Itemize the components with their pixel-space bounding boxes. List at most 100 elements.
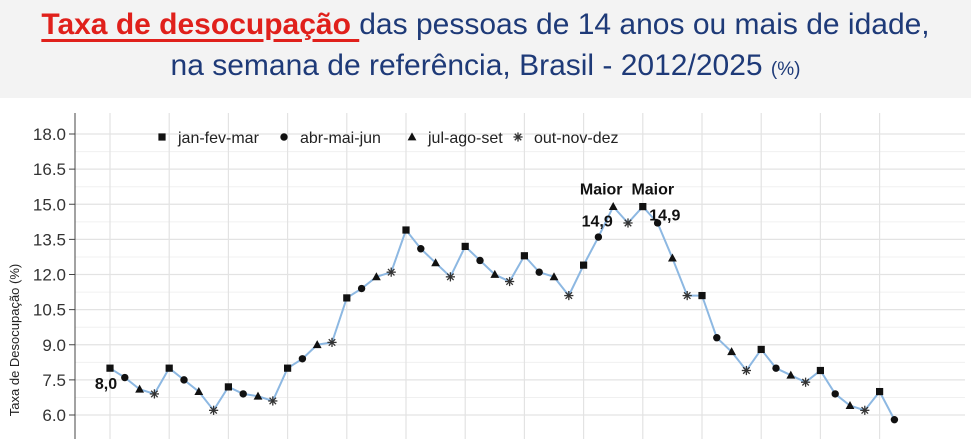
data-point-circle — [239, 390, 247, 398]
y-tick-label: 18.0 — [33, 125, 66, 144]
legend-label: jan-fev-mar — [177, 130, 260, 147]
data-point-triangle — [727, 347, 736, 356]
data-point-asterisk — [149, 389, 159, 399]
asterisk-stroke — [801, 378, 810, 386]
asterisk-stroke — [209, 406, 218, 415]
data-point-circle — [653, 219, 662, 227]
data-point-circle — [890, 415, 899, 424]
data-point-square — [224, 383, 232, 391]
annotation-max-label: Maior — [580, 182, 623, 199]
data-point-triangle — [312, 340, 322, 349]
annotation-max-value: 14,9 — [649, 208, 680, 225]
data-point-triangle — [668, 253, 677, 262]
asterisk-stroke — [387, 268, 395, 276]
data-point-circle — [121, 373, 129, 382]
data-point-square — [343, 294, 351, 302]
data-point-triangle — [786, 370, 796, 379]
annotation-max-label: Maior — [631, 182, 674, 199]
data-point-square — [876, 387, 884, 396]
data-point-circle — [772, 364, 780, 372]
asterisk-stroke — [624, 219, 632, 227]
data-point-circle — [594, 233, 603, 241]
y-tick-label: 9.0 — [42, 336, 66, 355]
y-tick-label: 12.0 — [33, 266, 66, 285]
data-point-asterisk — [445, 272, 455, 282]
data-point-triangle — [135, 384, 144, 393]
y-tick-label: 6.0 — [42, 406, 66, 425]
legend-label: abr-mai-jun — [300, 130, 381, 147]
data-point-square — [284, 364, 292, 372]
data-point-triangle — [549, 272, 559, 281]
data-point-square — [165, 364, 173, 372]
data-point-triangle — [431, 258, 440, 267]
chart-title-line-2: na semana de referência, Brasil - 2012/2… — [0, 51, 971, 81]
chart-title-line-1: Taxa de desocupação das pessoas de 14 an… — [0, 10, 971, 40]
data-point-square — [580, 261, 588, 269]
data-point-triangle — [608, 201, 618, 210]
data-point-circle — [298, 355, 307, 363]
title-highlight: Taxa de desocupação — [41, 8, 360, 41]
data-point-asterisk — [268, 396, 278, 406]
data-point-asterisk — [327, 337, 337, 348]
data-point-triangle — [194, 386, 204, 395]
data-point-triangle — [253, 391, 263, 400]
legend: jan-fev-mar abr-mai-jun jul-ago-set out-nov… — [158, 130, 619, 147]
data-point-asterisk — [564, 290, 574, 301]
chart-area: 6.0 7.5 9.0 10.5 12.0 13.5 15.0 16.5 18.0 Taxa de… — [0, 98, 971, 439]
y-tick-label: 13.5 — [33, 230, 66, 249]
data-point-square — [757, 345, 765, 354]
data-point-square — [816, 366, 824, 375]
data-point-circle — [357, 284, 366, 293]
asterisk-stroke — [565, 291, 573, 300]
data-point-circle — [180, 376, 188, 384]
y-tick-label: 10.5 — [33, 301, 66, 320]
y-tick-label: 15.0 — [33, 195, 66, 214]
data-point-asterisk — [741, 365, 751, 376]
asterisk-stroke — [683, 291, 691, 300]
annotation-max-value: 14,9 — [582, 214, 613, 231]
data-point-asterisk — [386, 267, 396, 277]
data-point-square — [461, 242, 469, 250]
data-point-asterisk — [860, 405, 870, 415]
data-point-square — [402, 226, 410, 234]
data-point-circle — [535, 268, 543, 276]
grid-lines — [75, 113, 965, 439]
legend-marker-square — [158, 133, 166, 141]
legend-marker-triangle — [407, 132, 417, 141]
data-point-square — [106, 364, 114, 372]
data-point-triangle — [490, 269, 500, 278]
data-point-asterisk — [801, 377, 811, 387]
y-axis: 6.0 7.5 9.0 10.5 12.0 13.5 15.0 16.5 18.0 Taxa de… — [7, 113, 76, 439]
data-point-circle — [713, 334, 721, 342]
data-point-square — [639, 202, 647, 211]
y-axis-label: Taxa de Desocupação (%) — [7, 264, 22, 416]
data-point-circle — [417, 245, 425, 253]
data-point-square — [520, 252, 528, 260]
title-line-1-rest: das pessoas de 14 anos ou mais de idade, — [359, 8, 930, 41]
asterisk-stroke — [742, 366, 751, 375]
y-tick-label: 16.5 — [33, 160, 66, 179]
data-point-circle — [476, 256, 484, 265]
annotation-start-value: 8,0 — [95, 376, 117, 393]
data-point-triangle — [372, 272, 381, 281]
y-tick-label: 7.5 — [42, 371, 66, 390]
title-line-2-text: na semana de referência, Brasil - 2012/2… — [170, 49, 763, 82]
asterisk-stroke — [269, 397, 277, 405]
legend-label: jul-ago-set — [427, 130, 503, 147]
data-point-asterisk — [505, 276, 515, 287]
title-header: Taxa de desocupação das pessoas de 14 an… — [0, 0, 971, 98]
asterisk-stroke — [514, 133, 522, 141]
legend-label: out-nov-dez — [534, 130, 619, 147]
data-point-circle — [831, 390, 839, 398]
legend-marker-asterisk — [513, 132, 523, 142]
data-markers — [106, 201, 899, 424]
data-point-asterisk — [682, 290, 692, 301]
annotations: Maior 14,9 Maior 14,9 8,0 — [95, 182, 681, 394]
asterisk-stroke — [150, 390, 159, 398]
unemployment-line-chart: 6.0 7.5 9.0 10.5 12.0 13.5 15.0 16.5 18.0 Taxa de… — [7, 113, 965, 439]
data-point-asterisk — [623, 218, 633, 228]
data-point-square — [698, 291, 706, 300]
asterisk-stroke — [446, 273, 455, 281]
data-point-asterisk — [209, 405, 219, 415]
asterisk-stroke — [861, 406, 869, 415]
